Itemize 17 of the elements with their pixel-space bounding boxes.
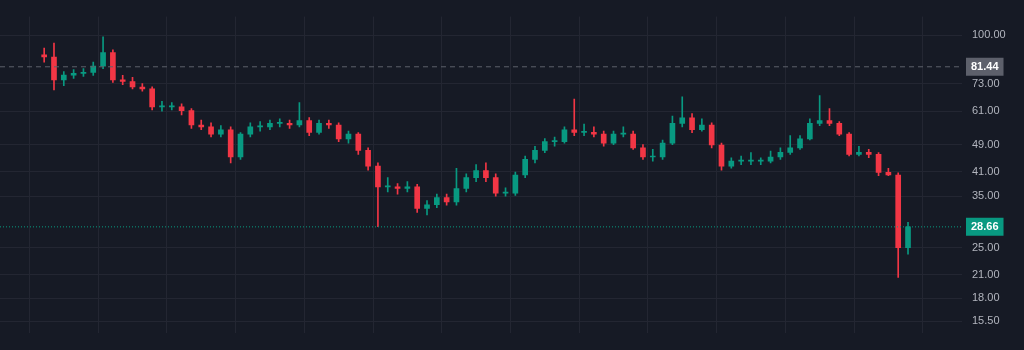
y-tick-label: 15.50	[972, 314, 1000, 327]
y-tick-label: 100.00	[972, 28, 1006, 41]
y-tick-label: 25.00	[972, 240, 1000, 253]
ref-line-label: 28.66	[971, 219, 999, 232]
y-tick-label: 61.00	[972, 104, 1000, 117]
candlestick	[679, 96, 686, 128]
y-tick-label: 18.00	[972, 291, 1000, 304]
candlestick	[571, 98, 578, 136]
y-tick-label: 21.00	[972, 267, 1000, 280]
y-tick-label: 73.00	[972, 76, 1000, 89]
y-tick-label: 49.00	[972, 137, 1000, 150]
candlestick	[581, 123, 587, 136]
y-tick-label: 35.00	[972, 189, 1000, 202]
candlestick	[326, 119, 332, 129]
y-tick-label: 41.00	[972, 165, 1000, 177]
ref-line-label: 81.44	[971, 59, 1000, 72]
candlestick	[276, 118, 283, 128]
